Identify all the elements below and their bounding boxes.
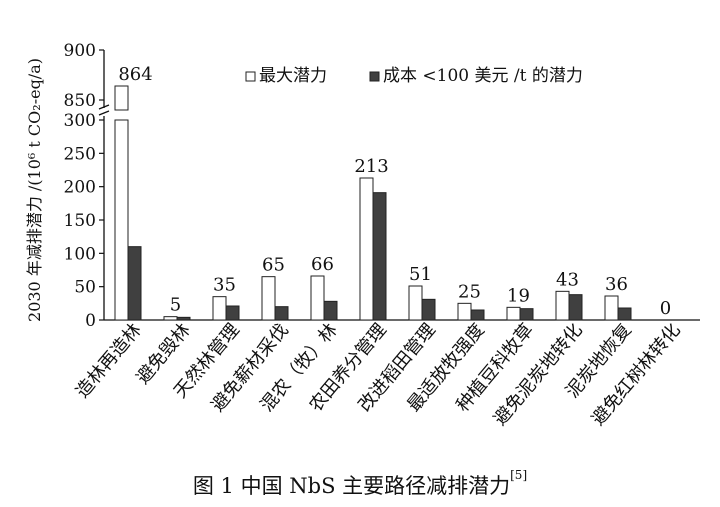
bar-max-potential [408,285,423,321]
bar-low-cost-potential [470,309,485,321]
bar-low-cost-potential [568,294,583,321]
y-tick-label: 850 [64,91,96,111]
y-tick-label: 900 [64,41,96,61]
bar-max-potential [359,177,374,321]
legend-swatch-max [245,71,256,82]
category-label: 避免泥炭地转化 [490,320,587,430]
bar-value-label: 213 [354,156,388,177]
y-tick-label: 300 [64,111,96,131]
bar-value-label: 36 [605,274,628,295]
legend-label-low-cost: 成本 <100 美元 /t 的潜力 [383,66,583,86]
bar-max-potential [555,290,570,321]
caption-text: 图 1 中国 NbS 主要路径减排潜力 [192,474,511,498]
bar-value-label: 25 [458,281,481,302]
bar-max-potential [506,306,521,321]
y-tick-label: 150 [64,211,96,231]
y-tick-label: 50 [74,278,96,298]
category-label: 避免红树林转化 [588,320,685,430]
bar-max-potential [261,276,276,321]
bar-low-cost-potential [617,307,632,321]
bar-max-potential [163,316,178,321]
bar-value-label: 0 [660,298,671,319]
chart-bars [114,85,632,321]
y-tick-label: 250 [64,144,96,164]
bar-value-label: 5 [170,295,181,316]
figure-caption: 图 1 中国 NbS 主要路径减排潜力[5] [0,468,720,500]
bar-max-potential [457,302,472,321]
bar-value-label: 65 [262,255,285,276]
legend-swatch-low-cost [369,71,380,82]
bar-low-cost-potential [225,305,240,321]
bar-max-potential [114,119,129,321]
chart-legend: 最大潜力 成本 <100 美元 /t 的潜力 [245,66,583,86]
bar-low-cost-potential [176,316,191,321]
y-tick-label: 0 [85,311,96,331]
bar-max-potential [604,295,619,321]
bar-max-potential [212,296,227,321]
y-tick-label: 100 [64,244,96,264]
bar-value-label: 864 [118,64,152,85]
bar-low-cost-potential [519,308,534,321]
legend-label-max: 最大潜力 [259,66,327,86]
y-tick-label: 200 [64,178,96,198]
bar-low-cost-potential [421,298,436,321]
caption-reference: [5] [510,468,528,482]
bar-max-potential-upper [114,85,129,111]
bar-value-label: 35 [213,275,236,296]
bar-low-cost-potential [127,246,142,321]
bar-value-label: 19 [507,285,530,306]
bar-value-label: 43 [556,269,579,290]
y-axis-break-marker [98,104,110,116]
bar-low-cost-potential [274,306,289,321]
bar-max-potential [310,275,325,321]
y-axis-label: 2030 年减排潜力 /(10⁶ t CO₂-eq/a) [25,58,44,322]
bar-value-label: 51 [409,264,432,285]
category-label: 造林再造林 [72,320,146,402]
bar-low-cost-potential [323,300,338,321]
bar-low-cost-potential [372,192,387,321]
bar-value-label: 66 [311,254,334,275]
